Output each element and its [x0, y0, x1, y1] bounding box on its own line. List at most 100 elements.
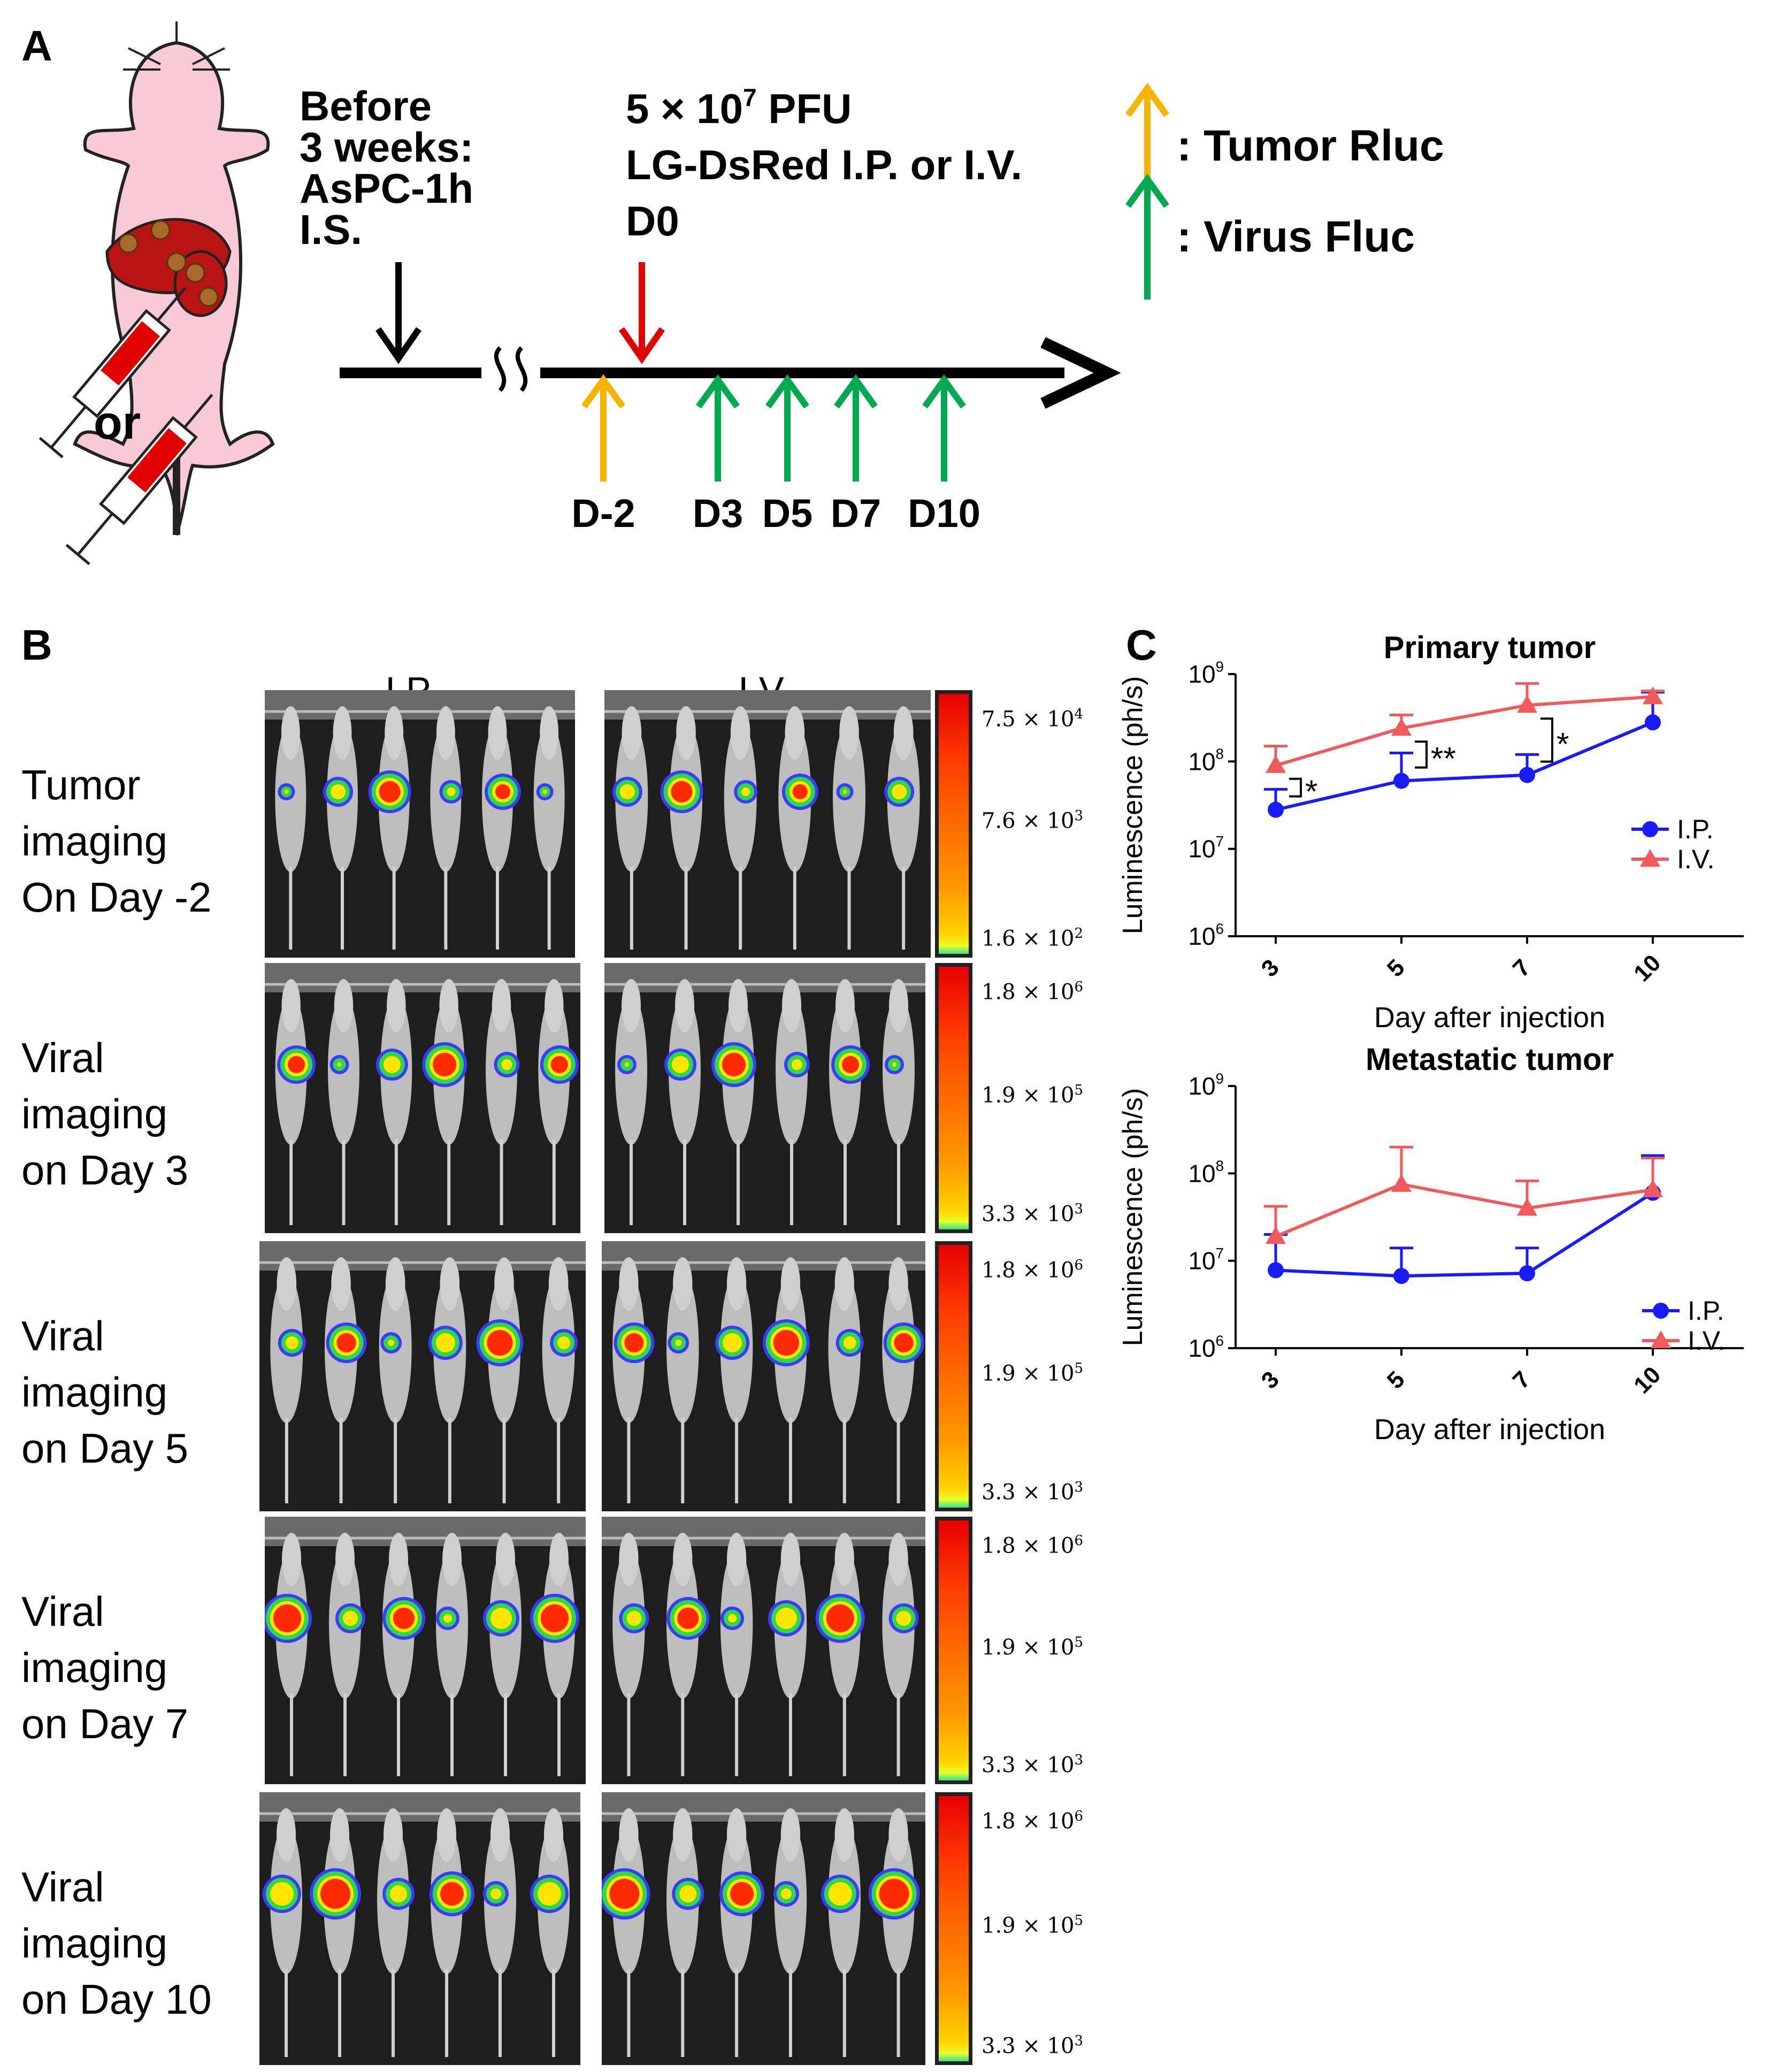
imaged-mouse [602, 1808, 650, 2057]
signal-inner [557, 1336, 571, 1349]
row-label-line: Viral [21, 1034, 104, 1081]
colorbar-tick-exponent: 6 [1074, 1257, 1084, 1273]
mouse-head [834, 1808, 854, 1862]
imaged-mouse [483, 1533, 522, 1776]
syringe-needle [157, 287, 187, 322]
signal-inner [842, 790, 847, 794]
series-line [1275, 721, 1654, 812]
tumor-nodule-icon [185, 263, 205, 283]
signal-inner [447, 787, 456, 796]
legend-label: : Tumor Rluc [1177, 121, 1444, 170]
mouse-head [835, 979, 855, 1033]
signal-core [393, 1608, 415, 1629]
imaged-mouse [265, 1533, 312, 1776]
mouse-head [622, 706, 642, 760]
mouse-head [335, 1533, 355, 1586]
y-tick-label: 107 [1188, 833, 1224, 863]
signal-inner [892, 1062, 896, 1067]
signal-core [336, 1333, 356, 1352]
mouse-head [281, 706, 300, 760]
signal-inner [490, 1608, 512, 1629]
mouse-head [785, 706, 805, 760]
signal-core [671, 781, 693, 802]
imaged-mouse [776, 979, 810, 1225]
arrow-head [375, 327, 421, 364]
colorbar-tick-label: 3.3 × 103 [982, 2033, 1084, 2059]
imaged-mouse [884, 706, 920, 950]
syringe-needle [183, 394, 213, 429]
colorbar-tick-label: 1.8 × 106 [982, 1257, 1084, 1283]
signal-inner [625, 1062, 629, 1067]
imaged-mouse [430, 1808, 474, 2057]
imaged-mouse [382, 1533, 425, 1776]
mouse-head [385, 706, 404, 760]
signal-core [730, 1882, 754, 1906]
bracket-line [1415, 740, 1428, 769]
mouse-head [673, 1257, 693, 1311]
signal-inner [741, 787, 750, 796]
mouse-head [540, 706, 559, 760]
mouse-head [888, 1533, 908, 1586]
row-label-line: on Day 7 [21, 1700, 189, 1747]
colorbar-tick-exponent: 6 [1074, 1808, 1084, 1824]
colorbar-tick-label: 7.5 × 104 [982, 706, 1084, 732]
mouse-head [834, 1533, 854, 1586]
legend-marker [1651, 1331, 1671, 1348]
signal-inner [626, 1611, 642, 1626]
imaged-mouse [530, 1808, 570, 2057]
legend-label: I.V. [1688, 1326, 1725, 1356]
mouse-head [673, 1808, 693, 1862]
significance-label: ** [1431, 740, 1456, 776]
signal-inner [792, 1059, 802, 1070]
imaged-mouse [660, 706, 703, 950]
mouse-head [442, 1533, 462, 1586]
mouse-head [893, 706, 914, 760]
imaged-mouse [664, 979, 701, 1225]
significance-label: * [1557, 726, 1569, 762]
imaged-mouse [486, 979, 520, 1225]
imaged-mouse [329, 1533, 365, 1776]
mouse-head [437, 1808, 456, 1862]
arrow-head [922, 374, 966, 409]
imaged-mouse [430, 706, 463, 950]
bracket-line [1540, 717, 1553, 763]
panel-c-letter: C [1126, 621, 1157, 669]
signal-inner [679, 1885, 697, 1902]
signal-inner [723, 1333, 742, 1352]
imaged-mouse [275, 979, 316, 1225]
image-rail [265, 690, 575, 720]
timepoint-label: D-2 [571, 491, 635, 536]
mouse-image-svg [259, 1792, 580, 2057]
colorbar-tick-label: 1.8 × 106 [982, 1533, 1084, 1558]
legend-item: I.P. [1631, 814, 1714, 844]
series-line [1275, 1191, 1654, 1278]
series-I.V. [1264, 1145, 1665, 1244]
y-tick-label: 108 [1188, 746, 1224, 776]
colorbar-tick-exponent: 5 [1074, 1082, 1084, 1098]
legend-marker [1640, 849, 1660, 867]
image-rail [602, 1792, 925, 1822]
timepoint-arrow [922, 374, 966, 481]
y-tick-label: 107 [1188, 1245, 1224, 1275]
signal-inner [728, 1614, 737, 1623]
row-label-line: Viral [21, 1863, 104, 1910]
mouse-head [726, 1808, 747, 1862]
mouse-head [673, 1533, 693, 1586]
data-point [1391, 1174, 1412, 1192]
colorbar-tick-label: 3.3 × 103 [982, 1479, 1084, 1505]
signal-inner [337, 1062, 342, 1067]
before-text-line: 3 weeks: [300, 124, 473, 171]
imaged-mouse [379, 1257, 412, 1503]
legend-label: I.P. [1688, 1296, 1724, 1326]
data-point [1393, 1268, 1409, 1285]
colorbar [935, 690, 972, 958]
row-label-line: imaging [21, 1920, 168, 1967]
significance-bracket: * [1289, 774, 1317, 809]
row-label-line: imaging [21, 1368, 168, 1416]
imaged-mouse [666, 1808, 704, 2057]
imaged-mouse [882, 1257, 924, 1503]
signal-inner [896, 1611, 911, 1626]
imaged-mouse [829, 979, 870, 1225]
